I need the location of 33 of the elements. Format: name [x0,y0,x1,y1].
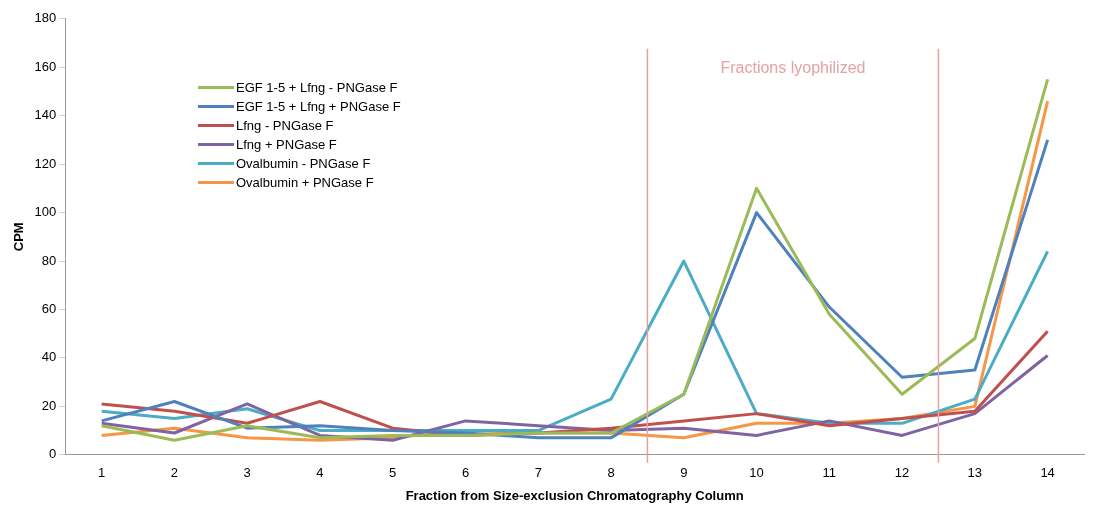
x-tick-label: 10 [749,465,764,481]
x-tick-label: 2 [170,465,179,481]
x-tick-label: 8 [607,465,615,481]
legend-label: EGF 1-5 + Lfng - PNGase F [236,79,398,97]
y-tick-label: 140 [34,107,57,123]
x-tick-label: 13 [967,465,983,481]
y-tick-label: 100 [34,204,57,220]
legend-label: EGF 1-5 + Lfng + PNGase F [236,98,401,116]
legend-label: Ovalbumin + PNGase F [236,174,374,192]
legend-label: Ovalbumin - PNGase F [236,155,371,173]
x-tick-label: 9 [680,465,688,481]
x-tick-label: 7 [534,465,542,481]
legend-label: Lfng + PNGase F [236,136,337,154]
y-tick-label: 180 [34,10,57,26]
y-tick-label: 60 [41,301,57,317]
x-tick-label: 6 [461,465,470,481]
y-tick-label: 120 [34,155,57,171]
x-tick-label: 14 [1040,465,1055,481]
x-tick-label: 11 [822,465,837,481]
y-axis-title: CPM [11,222,27,252]
x-tick-label: 12 [894,465,910,481]
annotation: Fractions lyophilized [720,59,866,77]
x-tick-label: 4 [316,465,324,481]
x-tick-label: 5 [389,465,397,481]
x-tick-label: 1 [98,465,106,481]
y-tick-label: 80 [41,252,57,268]
y-tick-label: 40 [41,349,57,365]
x-tick-label: 3 [243,465,251,481]
y-tick-label: 20 [41,397,57,413]
x-axis-title: Fraction from Size-exclusion Chromatography Column [405,487,744,503]
legend-label: Lfng - PNGase F [236,117,334,135]
y-tick-label: 0 [49,446,57,462]
y-tick-label: 160 [34,58,57,74]
